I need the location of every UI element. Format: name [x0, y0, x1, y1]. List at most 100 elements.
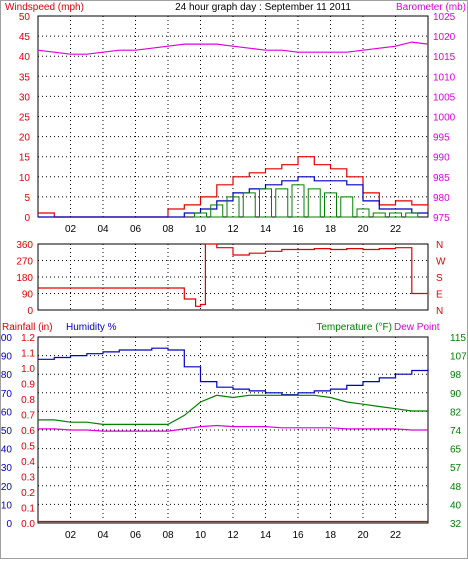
- compass-tick-label: N: [436, 240, 443, 251]
- rainfall-axis-label: Rainfall (in): [2, 322, 53, 333]
- rainfall-tick-label: 1.0: [21, 364, 35, 375]
- x-tick-label: 06: [130, 224, 142, 235]
- wind-gust-bar: [372, 212, 386, 218]
- rainfall-tick-label: 0.8: [21, 395, 35, 406]
- wind-gust-bar: [275, 188, 289, 218]
- dewpoint-axis-label: Dew Point: [394, 322, 440, 333]
- barometer-tick-label: 1000: [433, 113, 456, 124]
- x-tick-label: 04: [97, 530, 109, 541]
- rainfall-tick-label: 0.7: [21, 411, 35, 422]
- temperature-tick-label: 98: [450, 370, 462, 381]
- rainfall-tick-label: 0.9: [21, 380, 35, 391]
- temperature-tick-label: 48: [450, 482, 462, 493]
- wind-gust-bar: [242, 192, 256, 218]
- temperature-tick-label: 32: [450, 519, 462, 530]
- barometer-tick-label: 985: [433, 173, 450, 184]
- direction-tick-label: 0: [27, 306, 33, 317]
- wind-tick-label: 5: [24, 193, 30, 204]
- graph-title: 24 hour graph day : September 11 2011: [175, 2, 351, 13]
- barometer-tick-label: 1020: [433, 32, 456, 43]
- x-tick-label: 08: [162, 224, 174, 235]
- wind-gust-bar: [340, 196, 354, 218]
- temperature-axis-label: Temperature (°F): [316, 322, 392, 333]
- temperature-tick-label: 74: [450, 426, 462, 437]
- x-tick-label: 10: [195, 530, 207, 541]
- x-tick-label: 22: [390, 224, 402, 235]
- x-tick-label: 10: [195, 224, 207, 235]
- humidity-axis-label: Humidity %: [66, 322, 117, 333]
- temperature-tick-label: 40: [450, 500, 462, 511]
- wind-series-line-blue: [38, 176, 428, 218]
- humidity-tick-label: 50: [1, 426, 13, 437]
- temperature-tick-label: 90: [450, 389, 462, 400]
- humidity-tick-label: 60: [1, 407, 13, 418]
- barometer-tick-label: 975: [433, 213, 450, 224]
- rainfall-tick-label: 0.0: [21, 519, 35, 530]
- wind-gust-bar: [226, 196, 240, 218]
- wind-gust-bar: [389, 212, 402, 218]
- rainfall-tick-label: 0.5: [21, 442, 35, 453]
- humidity-tick-label: 80: [1, 370, 13, 381]
- rainfall-tick-label: 0.4: [21, 457, 35, 468]
- x-tick-label: 08: [162, 530, 174, 541]
- barometer-tick-label: 995: [433, 133, 450, 144]
- humidity-tick-label: 0: [6, 519, 12, 530]
- x-tick-label: 04: [97, 224, 109, 235]
- wind-tick-label: 0: [24, 213, 30, 224]
- compass-tick-label: W: [436, 257, 446, 268]
- temperature-tick-label: 107: [450, 352, 467, 363]
- humidity-tick-label: 100: [0, 333, 12, 344]
- x-tick-label: 16: [292, 530, 304, 541]
- wind-gust-bar: [324, 192, 337, 218]
- direction-tick-label: 90: [22, 290, 34, 301]
- wind-tick-label: 35: [19, 72, 31, 83]
- wind-gust-bar: [259, 188, 272, 218]
- temperature-tick-label: 115: [450, 333, 466, 344]
- rainfall-tick-label: 0.1: [21, 504, 35, 515]
- temperature-tick-label: 57: [450, 463, 462, 474]
- compass-tick-label: E: [436, 290, 443, 301]
- humidity-line: [38, 347, 429, 396]
- rainfall-tick-label: 1.2: [21, 333, 35, 344]
- windspeed-axis-label: Windspeed (mph): [5, 2, 84, 13]
- wind-tick-label: 20: [19, 133, 31, 144]
- x-tick-label: 18: [325, 530, 337, 541]
- rainfall-tick-label: 1.1: [21, 349, 35, 360]
- dewpoint-line: [38, 424, 428, 432]
- wind-tick-label: 45: [19, 32, 31, 43]
- barometer-tick-label: 1005: [433, 92, 456, 103]
- wind-tick-label: 40: [19, 52, 31, 63]
- barometer-tick-label: 1015: [433, 52, 456, 63]
- x-tick-label: 18: [325, 224, 337, 235]
- x-tick-label: 14: [260, 530, 272, 541]
- x-tick-label: 16: [292, 224, 304, 235]
- wind-direction-line: [38, 243, 429, 307]
- x-tick-label: 06: [130, 530, 142, 541]
- humidity-tick-label: 20: [1, 482, 13, 493]
- barometer-tick-label: 990: [433, 153, 450, 164]
- direction-tick-label: 360: [16, 240, 33, 251]
- barometer-tick-label: 980: [433, 193, 450, 204]
- direction-tick-label: 180: [16, 273, 33, 284]
- x-tick-label: 20: [357, 224, 369, 235]
- direction-tick-label: 270: [16, 257, 33, 268]
- wind-gust-bar: [356, 208, 370, 218]
- plot-layer: 0510152025303540455097598098599099510001…: [0, 12, 467, 541]
- barometer-tick-label: 1010: [433, 72, 456, 83]
- humidity-tick-label: 30: [1, 463, 13, 474]
- compass-tick-label: N: [436, 306, 443, 317]
- wind-gust-bar: [210, 204, 224, 218]
- x-tick-label: 12: [227, 530, 239, 541]
- wind-gust-bar: [405, 212, 419, 218]
- humidity-tick-label: 90: [1, 352, 13, 363]
- x-tick-label: 02: [65, 530, 77, 541]
- barometer-line: [37, 41, 429, 55]
- wind-tick-label: 10: [19, 173, 31, 184]
- wind-gust-bar: [194, 212, 207, 218]
- compass-tick-label: S: [436, 273, 443, 284]
- humidity-tick-label: 10: [1, 500, 13, 511]
- x-tick-label: 12: [227, 224, 239, 235]
- x-tick-label: 22: [390, 530, 402, 541]
